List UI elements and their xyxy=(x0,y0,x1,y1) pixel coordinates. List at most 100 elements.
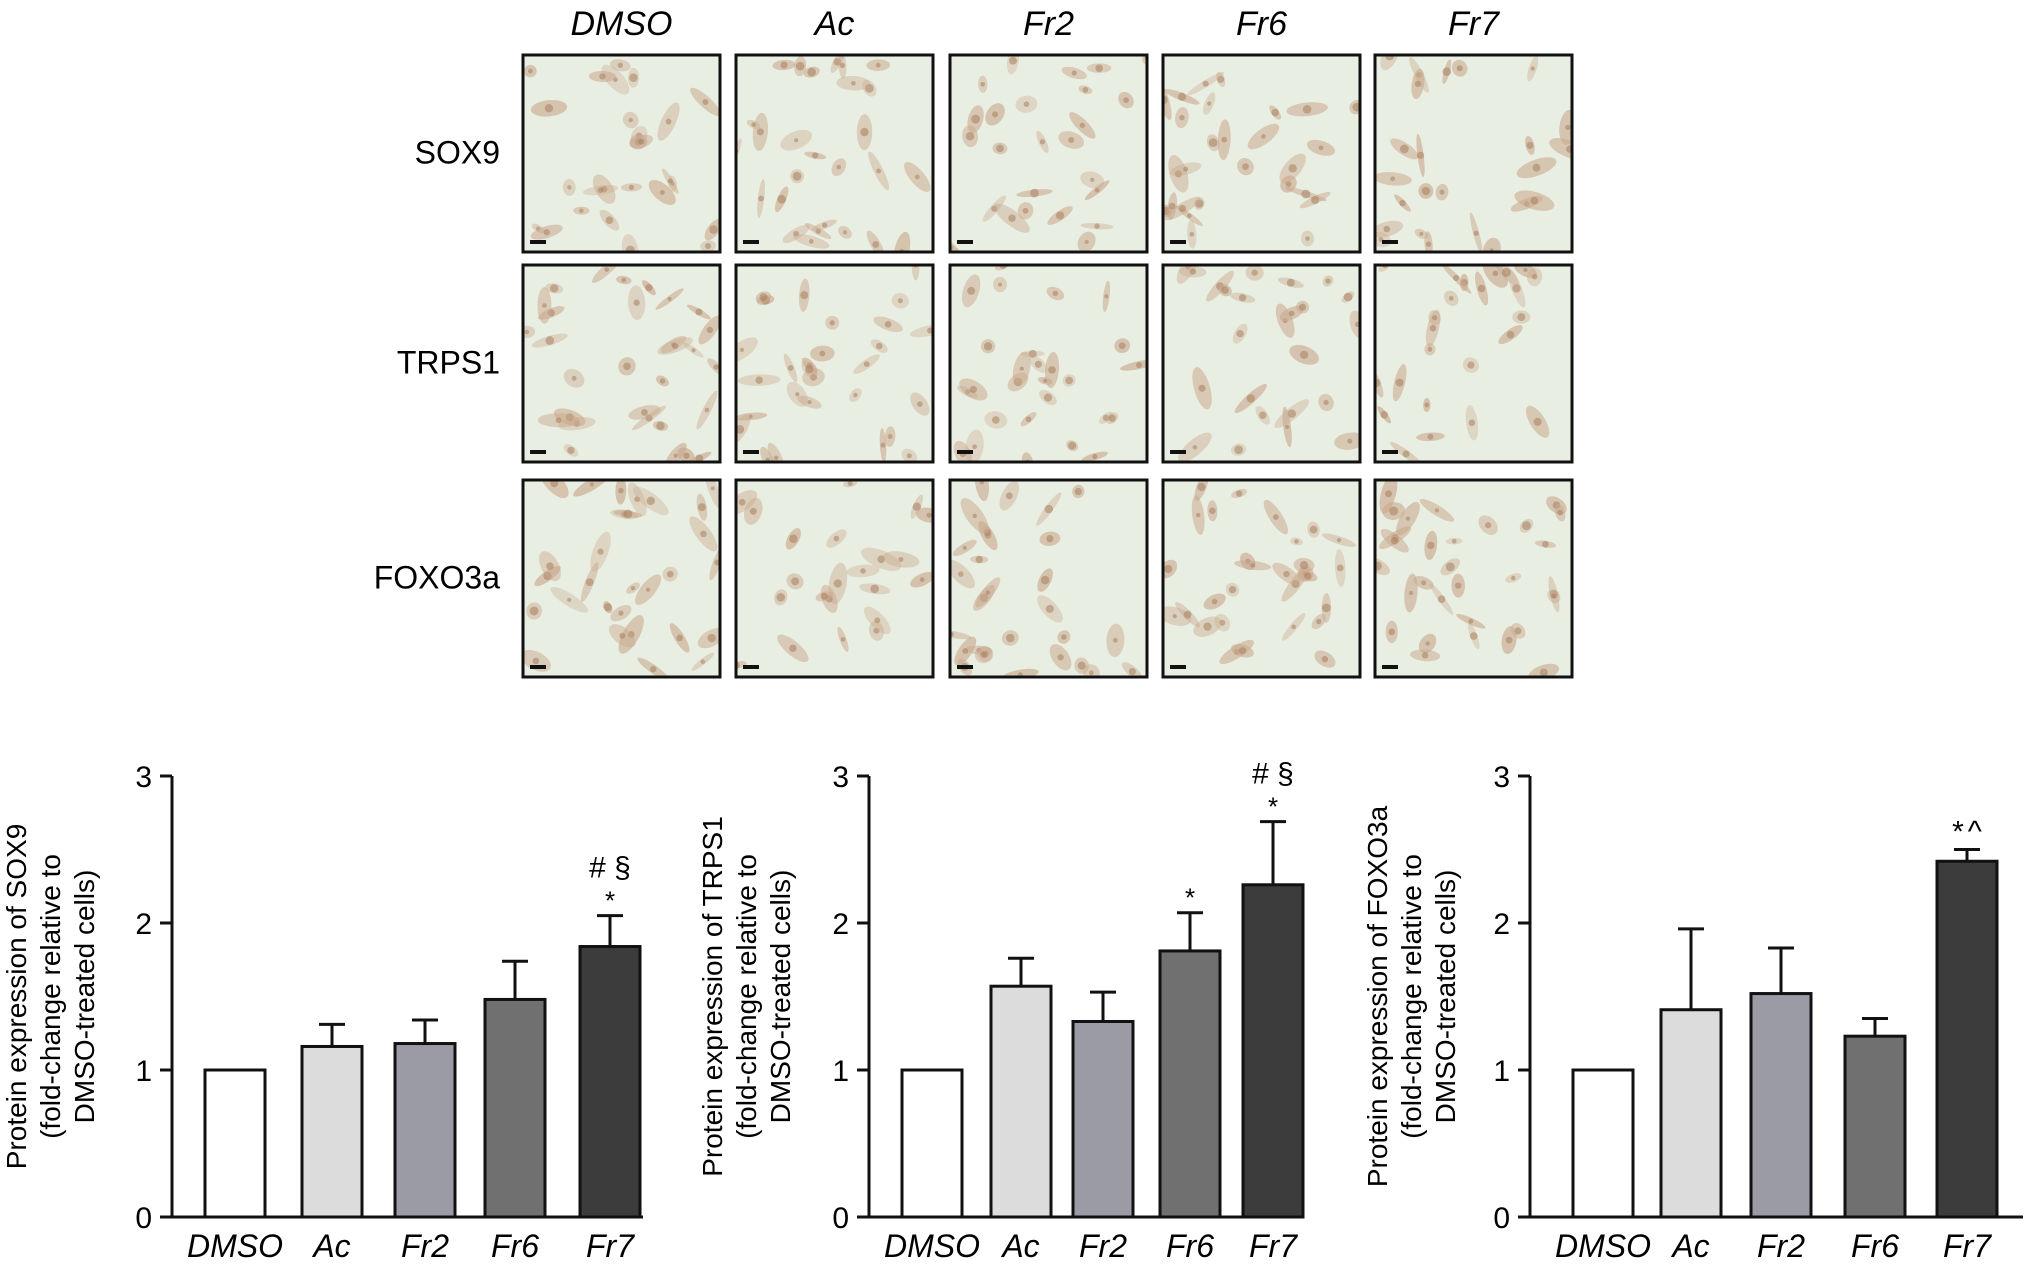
nucleus-mark xyxy=(819,350,826,357)
micrograph-frame xyxy=(1373,263,1574,464)
column-label: Fr2 xyxy=(1023,5,1074,43)
micrograph-panel xyxy=(521,263,722,464)
nucleus-mark xyxy=(1288,310,1295,317)
nucleus-mark xyxy=(618,610,624,616)
nucleus-mark xyxy=(1427,541,1435,550)
nucleus-mark xyxy=(1090,177,1095,182)
nucleus-mark xyxy=(1437,595,1446,603)
nucleus-mark xyxy=(1261,134,1266,139)
nucleus-mark xyxy=(1531,273,1538,280)
nucleus-mark xyxy=(991,205,998,212)
y-axis-label: DMSO-treated cells) xyxy=(69,870,100,1124)
micrograph-panel xyxy=(1373,263,1574,464)
nucleus-mark xyxy=(545,336,555,345)
significance-star: * xyxy=(605,886,615,916)
nucleus-mark xyxy=(833,58,842,66)
nucleus-mark xyxy=(1273,514,1279,520)
nucleus-mark xyxy=(976,647,982,653)
micrograph-panel xyxy=(948,53,1149,254)
nucleus-mark xyxy=(739,347,744,352)
nucleus-mark xyxy=(1108,414,1116,422)
nucleus-mark xyxy=(659,378,666,384)
nucleus-mark xyxy=(585,578,594,587)
nucleus-mark xyxy=(1061,634,1067,640)
nucleus-mark xyxy=(751,122,756,127)
micrograph-panel xyxy=(948,263,1149,464)
nucleus-mark xyxy=(983,342,993,351)
nucleus-mark xyxy=(914,174,920,180)
nucleus-mark xyxy=(1258,411,1267,420)
nucleus-mark xyxy=(791,577,800,586)
nucleus-mark xyxy=(833,579,842,588)
nucleus-mark xyxy=(599,73,606,80)
nucleus-mark xyxy=(919,577,925,583)
nucleus-mark xyxy=(1195,199,1204,208)
cell-layer xyxy=(950,55,1147,252)
nucleus-mark xyxy=(748,414,753,419)
nucleus-mark xyxy=(546,562,554,570)
nucleus-mark xyxy=(1532,163,1541,172)
nucleus-mark xyxy=(1318,145,1324,151)
micrograph-panel xyxy=(1161,53,1362,254)
column-label: DMSO xyxy=(571,5,673,43)
nucleus-mark xyxy=(980,81,986,87)
micrograph-frame xyxy=(948,478,1149,679)
nucleus-mark xyxy=(550,480,559,488)
nucleus-mark xyxy=(1286,278,1295,287)
micrograph-panel xyxy=(1373,478,1574,679)
x-tick-label: Fr7 xyxy=(1943,1228,1992,1264)
micrograph-panel xyxy=(948,478,1149,679)
y-tick-label: 0 xyxy=(832,1202,849,1235)
nucleus-mark xyxy=(1095,64,1103,72)
y-tick-label: 1 xyxy=(832,1055,849,1088)
nucleus-mark xyxy=(789,644,797,653)
nucleus-mark xyxy=(1384,490,1392,498)
nucleus-mark xyxy=(604,267,610,272)
nucleus-mark xyxy=(958,571,964,577)
bar xyxy=(1843,1034,1907,1219)
nucleus-mark xyxy=(873,627,880,634)
nucleus-mark xyxy=(627,631,635,638)
nucleus-mark xyxy=(1468,419,1476,427)
cell-layer xyxy=(1163,71,1360,249)
nucleus-mark xyxy=(1192,445,1198,450)
y-tick-label: 3 xyxy=(832,761,849,794)
nucleus-mark xyxy=(567,446,575,455)
scale-bar xyxy=(1170,240,1186,244)
nucleus-mark xyxy=(707,633,716,643)
micrograph-background xyxy=(1163,265,1360,462)
significance-marker: * ^ xyxy=(1952,816,1982,849)
nucleus-mark xyxy=(985,590,991,595)
nucleus-mark xyxy=(1539,668,1548,677)
scale-bar xyxy=(957,240,973,244)
nucleus-mark xyxy=(1523,267,1528,273)
nucleus-mark xyxy=(815,228,821,234)
nucleus-mark xyxy=(700,530,707,538)
nucleus-mark xyxy=(695,454,704,462)
nucleus-mark xyxy=(810,373,817,381)
nucleus-mark xyxy=(628,184,634,190)
nucleus-mark xyxy=(874,617,881,624)
nucleus-mark xyxy=(1453,274,1460,281)
micrograph-panel xyxy=(1373,53,1574,254)
nucleus-mark xyxy=(1006,633,1015,643)
y-axis-label: Protein expression of TRPS1 xyxy=(697,816,728,1177)
cell-layer xyxy=(1176,265,1360,462)
nucleus-mark xyxy=(839,62,846,68)
nucleus-mark xyxy=(749,507,757,515)
column-label: Ac xyxy=(813,5,855,43)
micrograph-frame xyxy=(734,263,935,464)
nucleus-mark xyxy=(1043,378,1048,383)
nucleus-mark xyxy=(1164,564,1173,574)
nucleus-mark xyxy=(621,277,627,283)
nucleus-mark xyxy=(1291,579,1300,588)
nucleus-mark xyxy=(926,512,932,518)
nucleus-mark xyxy=(1380,411,1388,419)
nucleus-mark xyxy=(1485,522,1492,529)
bar xyxy=(900,1068,964,1219)
nucleus-mark xyxy=(645,587,651,592)
nucleus-mark xyxy=(876,168,882,174)
nucleus-mark xyxy=(1094,187,1100,193)
nucleus-mark xyxy=(1323,399,1329,406)
